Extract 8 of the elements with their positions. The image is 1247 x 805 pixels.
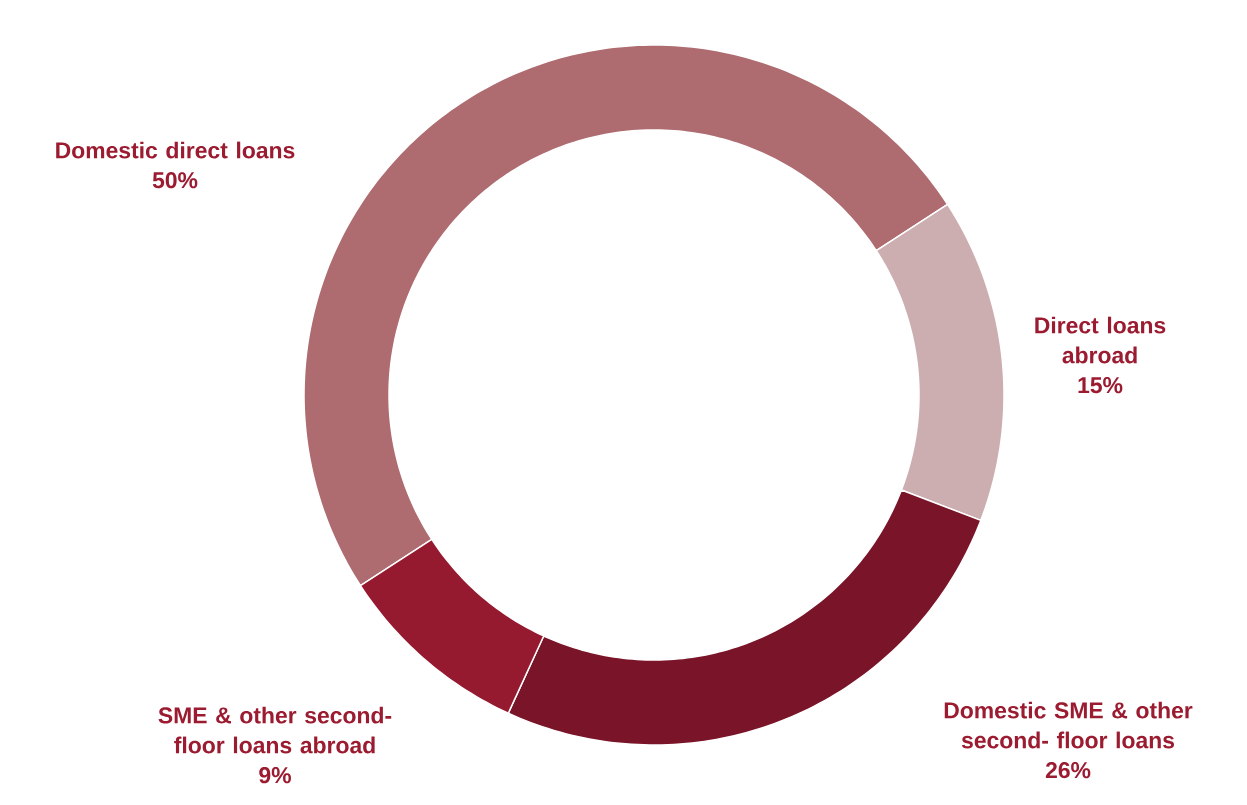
slice-label: Domestic SME & other second- floor loans bbox=[944, 701, 1193, 749]
slice-label: Domestic direct loans bbox=[56, 141, 295, 159]
slice-label: Direct loans abroad bbox=[1035, 316, 1166, 364]
data-label: 26% bbox=[1045, 762, 1091, 779]
data-label: 50% bbox=[152, 172, 198, 189]
data-label: 9% bbox=[259, 767, 291, 784]
slice-label: SME & other second-floor loans abroad bbox=[158, 706, 392, 754]
data-label: 15% bbox=[1078, 377, 1123, 394]
